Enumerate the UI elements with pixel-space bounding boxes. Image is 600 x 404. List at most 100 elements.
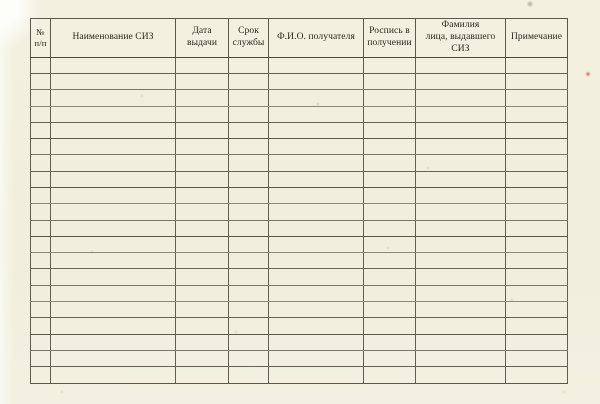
table-cell-empty bbox=[268, 219, 364, 237]
table-cell-empty bbox=[175, 268, 229, 286]
table-cell-empty bbox=[268, 105, 364, 123]
table-cell-empty bbox=[30, 105, 51, 123]
table-cell-empty bbox=[228, 366, 269, 384]
table-cell-empty bbox=[268, 301, 364, 319]
table-row bbox=[30, 170, 568, 189]
table-cell-empty bbox=[268, 154, 364, 172]
table-cell-empty bbox=[268, 203, 364, 221]
table-cell-empty bbox=[175, 317, 229, 335]
table-cell-empty bbox=[505, 203, 568, 221]
table-cell-empty bbox=[228, 72, 269, 91]
table-cell-empty bbox=[30, 333, 51, 351]
table-cell-empty bbox=[363, 349, 416, 368]
table-cell-empty bbox=[415, 284, 506, 303]
table-cell-empty bbox=[505, 235, 568, 254]
table-cell-empty bbox=[30, 72, 51, 91]
table-cell-empty bbox=[175, 252, 229, 270]
table-row bbox=[30, 268, 568, 286]
table-cell-empty bbox=[228, 105, 269, 123]
table-cell-empty bbox=[268, 284, 364, 303]
table-cell-empty bbox=[175, 170, 229, 189]
table-cell-empty bbox=[175, 105, 229, 123]
table-cell-empty bbox=[175, 89, 229, 107]
table-cell-empty bbox=[50, 203, 176, 221]
table-cell-empty bbox=[30, 138, 51, 156]
table-cell-empty bbox=[228, 252, 269, 270]
table-row bbox=[30, 89, 568, 107]
table-cell-empty bbox=[50, 235, 176, 254]
table-row bbox=[30, 235, 568, 254]
table-cell-empty bbox=[415, 366, 506, 384]
table-row bbox=[30, 301, 568, 319]
table-cell-empty bbox=[363, 317, 416, 335]
table-cell-empty bbox=[505, 317, 568, 335]
table-cell-empty bbox=[50, 219, 176, 237]
table-cell-empty bbox=[30, 121, 51, 140]
table-cell-empty bbox=[228, 219, 269, 237]
table-cell-empty bbox=[415, 154, 506, 172]
table-cell-empty bbox=[505, 121, 568, 140]
table-cell-empty bbox=[363, 105, 416, 123]
table-cell-empty bbox=[415, 301, 506, 319]
table-cell-empty bbox=[175, 138, 229, 156]
table-cell-empty bbox=[363, 89, 416, 107]
table-cell-empty bbox=[175, 72, 229, 91]
table-cell-empty bbox=[363, 284, 416, 303]
table-cell-empty bbox=[268, 317, 364, 335]
table-cell-empty bbox=[50, 349, 176, 368]
table-header: № п/п Наименование СИЗ Дата выдачи Срок … bbox=[30, 18, 568, 58]
table-cell-empty bbox=[30, 186, 51, 205]
table-cell-empty bbox=[30, 235, 51, 254]
table-row bbox=[30, 219, 568, 237]
table-cell-empty bbox=[50, 317, 176, 335]
table-cell-empty bbox=[363, 301, 416, 319]
table-cell-empty bbox=[50, 366, 176, 384]
table-row bbox=[30, 56, 568, 74]
table-cell-empty bbox=[228, 284, 269, 303]
table-row bbox=[30, 203, 568, 221]
column-header-siz-name: Наименование СИЗ bbox=[50, 18, 176, 58]
table-cell-empty bbox=[415, 186, 506, 205]
table-cell-empty bbox=[228, 186, 269, 205]
table-cell-empty bbox=[30, 154, 51, 172]
table-cell-empty bbox=[505, 349, 568, 368]
table-cell-empty bbox=[175, 366, 229, 384]
table-cell-empty bbox=[268, 72, 364, 91]
column-header-recipient: Ф.И.О. получателя bbox=[268, 18, 364, 58]
table-cell-empty bbox=[505, 284, 568, 303]
table-cell-empty bbox=[30, 56, 51, 74]
table-row bbox=[30, 105, 568, 123]
table-row bbox=[30, 366, 568, 384]
table-cell-empty bbox=[363, 72, 416, 91]
table-cell-empty bbox=[505, 105, 568, 123]
table-cell-empty bbox=[363, 186, 416, 205]
table-cell-empty bbox=[30, 349, 51, 368]
table-row bbox=[30, 72, 568, 91]
table-cell-empty bbox=[175, 235, 229, 254]
table-cell-empty bbox=[175, 301, 229, 319]
table-cell-empty bbox=[363, 219, 416, 237]
table-cell-empty bbox=[50, 105, 176, 123]
table-row bbox=[30, 317, 568, 335]
table-cell-empty bbox=[505, 268, 568, 286]
table-cell-empty bbox=[268, 89, 364, 107]
header-row: № п/п Наименование СИЗ Дата выдачи Срок … bbox=[30, 18, 568, 58]
table-cell-empty bbox=[30, 366, 51, 384]
table-cell-empty bbox=[50, 252, 176, 270]
table-cell-empty bbox=[268, 186, 364, 205]
table-cell-empty bbox=[228, 268, 269, 286]
table-cell-empty bbox=[30, 89, 51, 107]
column-header-issuer: Фамилия лица, выдавшего СИЗ bbox=[415, 18, 506, 58]
table-cell-empty bbox=[415, 170, 506, 189]
siz-issuance-table: № п/п Наименование СИЗ Дата выдачи Срок … bbox=[30, 18, 568, 384]
table-cell-empty bbox=[415, 72, 506, 91]
table-cell-empty bbox=[505, 186, 568, 205]
table-row bbox=[30, 186, 568, 205]
table-cell-empty bbox=[50, 333, 176, 351]
column-header-service-life: Срок службы bbox=[228, 18, 269, 58]
table-cell-empty bbox=[505, 301, 568, 319]
table-cell-empty bbox=[175, 219, 229, 237]
table-cell-empty bbox=[415, 56, 506, 74]
table-cell-empty bbox=[50, 89, 176, 107]
table-cell-empty bbox=[268, 268, 364, 286]
